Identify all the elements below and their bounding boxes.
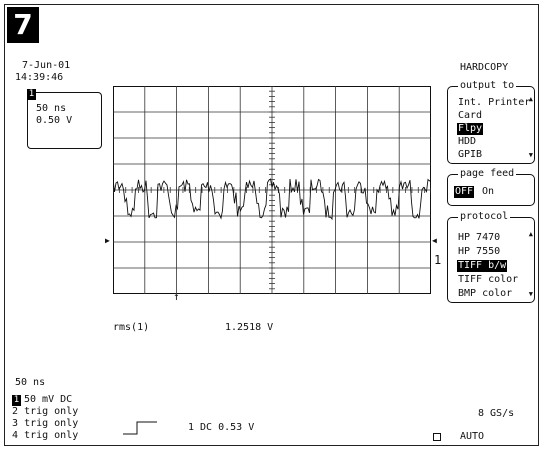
trigger-setting: 1 DC 0.53 V — [188, 422, 255, 433]
channel-4-number: 4 — [12, 430, 19, 441]
output-hdd[interactable]: HDD — [458, 136, 477, 147]
trigger-position-arrow: ↑ — [173, 290, 180, 303]
left-level-marker: ▶ — [105, 236, 110, 245]
channel-2-setting: trig only — [24, 406, 79, 417]
channel-3-status: 3 trig only — [12, 418, 78, 429]
protocol-tiff-bw[interactable]: TIFF b/w — [457, 260, 508, 272]
protocol-tiff-color[interactable]: TIFF color — [458, 274, 519, 285]
page-feed-off[interactable]: OFF — [454, 186, 475, 198]
channel-1-setting: 50 mV DC — [24, 394, 73, 405]
time-label: 14:39:46 — [15, 72, 64, 83]
channel-2-number: 2 — [12, 406, 19, 417]
channel-1-status: 1 50 mV DC — [12, 394, 72, 406]
output-gpib[interactable]: GPIB — [458, 149, 483, 160]
scroll-down-icon: ▼ — [528, 151, 533, 159]
screen-frame — [4, 4, 539, 446]
trigger-mode: AUTO — [460, 431, 485, 442]
trace-volts: 0.50 V — [36, 115, 73, 126]
protocol-menu[interactable]: protocol HP 7470 HP 7550 TIFF b/w TIFF c… — [447, 211, 535, 303]
protocol-hp7550[interactable]: HP 7550 — [458, 246, 501, 257]
output-to-menu[interactable]: output to Int. Printer Card Flpy HDD GPI… — [447, 80, 535, 164]
output-flpy[interactable]: Flpy — [457, 123, 484, 135]
channel-1-badge: 1 — [12, 395, 21, 406]
right-level-marker: ◀ — [432, 236, 437, 245]
channel-2-status: 2 trig only — [12, 406, 78, 417]
waveform-grid — [113, 86, 431, 294]
measurement-label: rms(1) — [113, 322, 150, 333]
rising-edge-icon — [123, 421, 157, 435]
channel-4-status: 4 trig only — [12, 430, 78, 441]
hardcopy-title: HARDCOPY — [460, 62, 509, 73]
trace-timebase: 50 ns — [36, 103, 67, 114]
measurement-value: 1.2518 V — [225, 322, 274, 333]
output-to-title: output to — [458, 80, 517, 92]
trace-marker: 1 — [434, 253, 442, 267]
channel-3-number: 3 — [12, 418, 19, 429]
output-int-printer[interactable]: Int. Printer — [458, 97, 531, 108]
protocol-title: protocol — [458, 211, 511, 223]
page-feed-menu[interactable]: page feed OFF On — [447, 168, 535, 206]
trace-info-box[interactable]: 1 50 ns 0.50 V — [27, 89, 102, 149]
protocol-bmp-color[interactable]: BMP color — [458, 288, 513, 299]
protocol-hp7470[interactable]: HP 7470 — [458, 232, 501, 243]
page-feed-title: page feed — [458, 168, 517, 180]
channel-4-setting: trig only — [24, 430, 79, 441]
scroll-down-icon: ▼ — [528, 290, 533, 298]
scroll-up-icon: ▲ — [528, 230, 533, 238]
output-card[interactable]: Card — [458, 110, 483, 121]
scroll-up-icon: ▲ — [528, 95, 533, 103]
channel-3-setting: trig only — [24, 418, 79, 429]
figure-badge: 7 — [7, 7, 39, 43]
status-timebase: 50 ns — [15, 377, 46, 388]
trace-channel-badge: 1 — [27, 89, 36, 100]
sample-rate: 8 GS/s — [478, 408, 515, 419]
page-feed-on[interactable]: On — [482, 186, 495, 197]
date-label: 7-Jun-01 — [22, 60, 71, 71]
acquisition-indicator-icon — [433, 433, 441, 441]
waveform-trace — [113, 178, 431, 221]
